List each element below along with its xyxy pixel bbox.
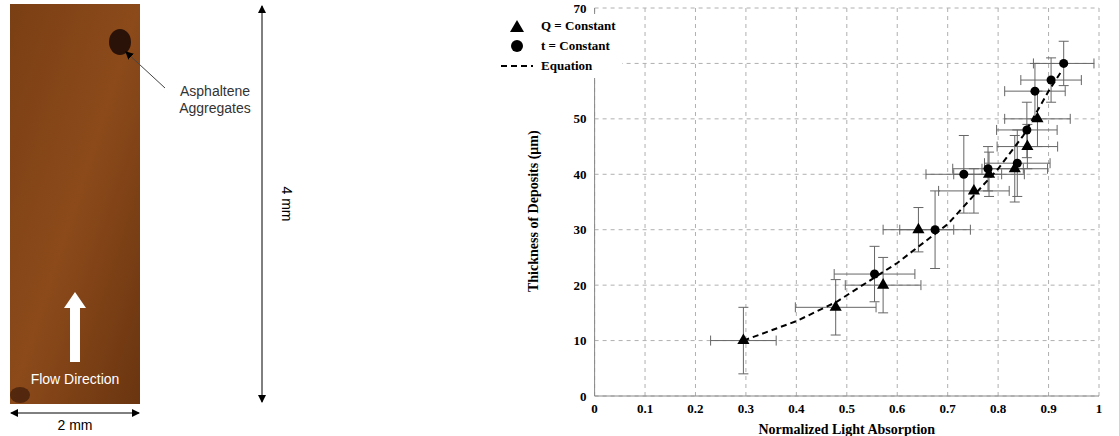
svg-text:1: 1 [1096, 401, 1103, 416]
svg-text:0: 0 [580, 389, 587, 404]
svg-text:2 mm: 2 mm [58, 417, 93, 433]
svg-text:0: 0 [591, 401, 598, 416]
svg-text:AsphalteneAggregates: AsphalteneAggregates [179, 83, 251, 116]
svg-text:0.7: 0.7 [940, 401, 957, 416]
svg-text:0.8: 0.8 [990, 401, 1007, 416]
svg-text:30: 30 [574, 222, 587, 237]
svg-text:70: 70 [574, 1, 587, 16]
svg-text:Normalized Light Absorption: Normalized Light Absorption [759, 422, 936, 436]
svg-text:0.4: 0.4 [788, 401, 805, 416]
svg-text:10: 10 [574, 333, 587, 348]
svg-text:60: 60 [574, 56, 587, 71]
svg-text:0.5: 0.5 [839, 401, 856, 416]
svg-text:20: 20 [574, 278, 587, 293]
svg-text:0.1: 0.1 [637, 401, 653, 416]
svg-text:50: 50 [574, 111, 587, 126]
svg-text:4 mm: 4 mm [279, 187, 295, 222]
svg-text:0.9: 0.9 [1040, 401, 1057, 416]
svg-text:0.2: 0.2 [687, 401, 703, 416]
svg-text:Thickness of Deposits (μm): Thickness of Deposits (μm) [526, 130, 542, 292]
svg-text:Flow Direction: Flow Direction [31, 371, 120, 387]
svg-text:0.6: 0.6 [889, 401, 906, 416]
svg-text:0.3: 0.3 [738, 401, 755, 416]
svg-text:40: 40 [574, 167, 587, 182]
